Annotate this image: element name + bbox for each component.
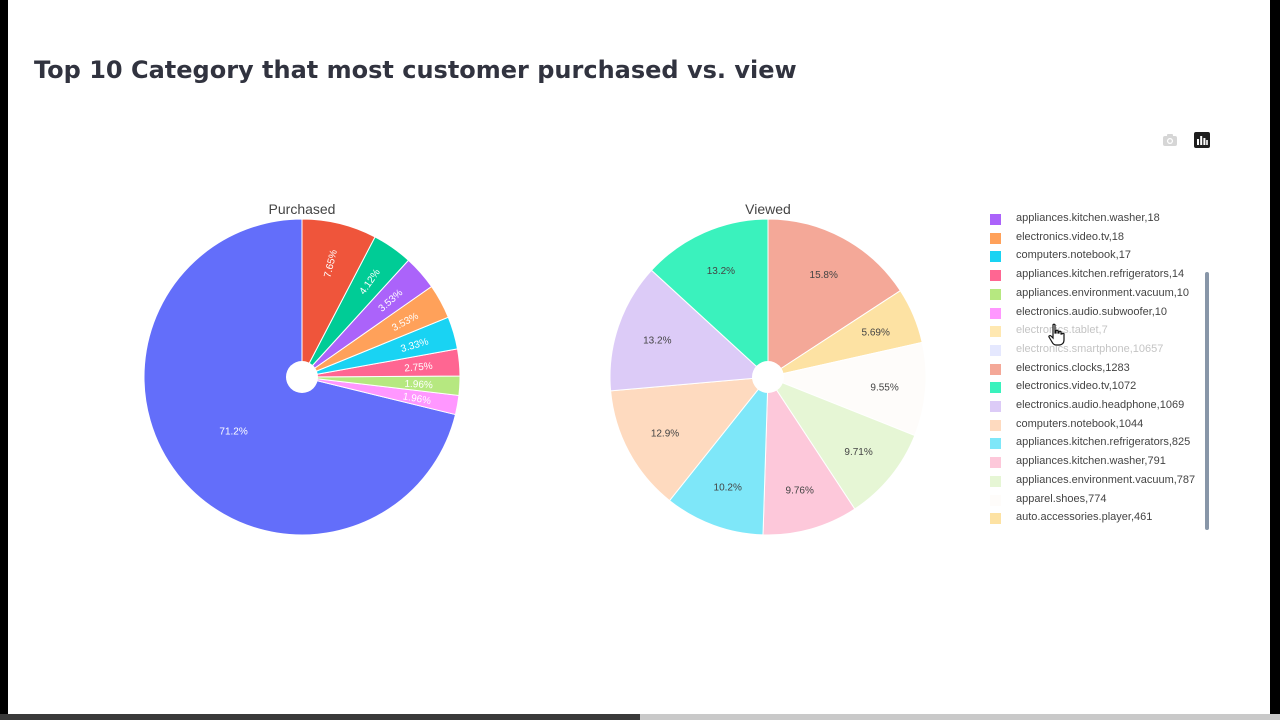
- page-title: Top 10 Category that most customer purch…: [34, 56, 797, 84]
- legend-swatch: [990, 382, 1001, 394]
- slice-label: 9.55%: [870, 382, 898, 393]
- slice-label: 10.2%: [714, 483, 742, 494]
- camera-icon[interactable]: [1160, 130, 1180, 150]
- legend-label: appliances.kitchen.washer,791: [1016, 455, 1166, 468]
- legend-swatch: [990, 270, 1001, 282]
- slice-label: 9.71%: [844, 447, 872, 458]
- slice-label: 2.75%: [404, 361, 433, 375]
- legend-item[interactable]: appliances.kitchen.refrigerators,825: [986, 434, 1196, 452]
- legend-label: electronics.audio.headphone,1069: [1016, 399, 1185, 411]
- left-edge-border: [0, 0, 8, 720]
- viewed-slice[interactable]: [766, 375, 916, 510]
- slice-label: 5.69%: [862, 328, 890, 339]
- slice-label: 12.9%: [651, 428, 679, 439]
- viewed-slice[interactable]: [762, 375, 856, 536]
- legend-swatch: [990, 494, 1001, 506]
- legend-label: computers.notebook,1044: [1016, 417, 1144, 430]
- viewed-slice[interactable]: [767, 218, 902, 378]
- legend-label: electronics.clocks,1283: [1016, 361, 1130, 374]
- slice-label: 1.96%: [402, 391, 432, 407]
- legend-label: appliances.environment.vacuum,10: [1016, 286, 1190, 299]
- legend-label: electronics.tablet,7: [1016, 324, 1108, 337]
- legend-label: electronics.video.tv,18: [1016, 230, 1125, 243]
- legend-swatch: [990, 251, 1001, 263]
- legend-item[interactable]: electronics.audio.headphone,1069: [986, 397, 1196, 415]
- legend-swatch: [990, 326, 1001, 338]
- legend-swatch: [990, 307, 1001, 319]
- legend-swatch: [990, 288, 1001, 300]
- purchased-slice[interactable]: [301, 218, 376, 378]
- slice-label: 9.76%: [786, 486, 814, 497]
- legend-swatch: [990, 457, 1001, 469]
- legend-swatch: [990, 344, 1001, 356]
- hand-cursor-icon: [1048, 323, 1065, 346]
- legend-item[interactable]: appliances.kitchen.washer,791: [986, 453, 1196, 471]
- purchased-donut-hole: [286, 361, 318, 393]
- legend-item[interactable]: electronics.smartphone,10657: [986, 341, 1196, 359]
- legend-swatch: [990, 401, 1001, 412]
- video-progress-track[interactable]: [0, 714, 1280, 720]
- legend-item[interactable]: electronics.video.tv,1072: [986, 378, 1196, 396]
- legend-label: appliances.kitchen.washer,18: [1016, 212, 1160, 224]
- viewed-slice[interactable]: [766, 341, 927, 437]
- viewed-donut-hole: [752, 361, 784, 393]
- legend-item[interactable]: appliances.environment.vacuum,10: [986, 285, 1196, 303]
- legend-swatch: [990, 513, 1001, 525]
- viewed-slice[interactable]: [609, 269, 770, 392]
- legend-item[interactable]: electronics.clocks,1283: [986, 360, 1196, 378]
- legend-label: appliances.kitchen.refrigerators,14: [1016, 268, 1185, 281]
- legend-item[interactable]: appliances.kitchen.washer,18: [986, 212, 1196, 228]
- legend-swatch: [990, 419, 1001, 431]
- legend-item[interactable]: computers.notebook,1044: [986, 416, 1196, 434]
- legend-label: appliances.environment.vacuum,787: [1016, 473, 1196, 486]
- legend-item[interactable]: appliances.environment.vacuum,787: [986, 472, 1196, 490]
- legend-scrollbar[interactable]: [1205, 272, 1209, 530]
- purchased-subtitle: Purchased: [269, 201, 336, 217]
- slice-label: 71.2%: [219, 427, 247, 438]
- legend-item[interactable]: electronics.video.tv,18: [986, 229, 1196, 247]
- legend-label: electronics.video.tv,1072: [1016, 380, 1137, 393]
- legend-label: auto.accessories.player,461: [1016, 511, 1153, 524]
- legend-swatch: [990, 475, 1001, 487]
- slice-label: 1.96%: [404, 379, 433, 392]
- slice-label: 15.8%: [810, 270, 838, 281]
- legend-label: electronics.smartphone,10657: [1016, 342, 1164, 355]
- legend-label: computers.notebook,17: [1016, 249, 1131, 262]
- legend-swatch: [990, 438, 1001, 450]
- chart-legend: appliances.kitchen.washer,18 electronics.…: [986, 212, 1214, 534]
- video-progress-fill: [0, 714, 640, 720]
- purchased-pie: Purchased71.2%1.96%1.96%2.75%3.33%3.53%3…: [143, 201, 461, 536]
- slice-label: 13.2%: [643, 336, 671, 347]
- viewed-slice[interactable]: [610, 376, 770, 502]
- legend-swatch: [990, 363, 1001, 375]
- legend-item[interactable]: computers.notebook,17: [986, 247, 1196, 265]
- legend-item[interactable]: appliances.kitchen.refrigerators,14: [986, 266, 1196, 284]
- legend-item[interactable]: apparel.shoes,774: [986, 491, 1196, 509]
- legend-swatch: [990, 214, 1001, 225]
- viewed-slice[interactable]: [650, 218, 769, 379]
- legend-label: apparel.shoes,774: [1016, 492, 1107, 505]
- viewed-slice[interactable]: [668, 375, 769, 536]
- chart-modebar: [1158, 128, 1218, 152]
- legend-item[interactable]: electronics.tablet,7: [986, 322, 1196, 340]
- slice-label: 13.2%: [707, 266, 735, 277]
- viewed-subtitle: Viewed: [745, 201, 791, 217]
- legend-swatch: [990, 232, 1001, 244]
- plotly-bar-chart-icon[interactable]: [1192, 130, 1212, 150]
- right-edge-border: [1270, 0, 1280, 720]
- viewed-pie: Viewed 15.8% 5.69% 9.55% 9.71% 9.76% 10.2% 12.9…: [609, 201, 927, 536]
- legend-label: electronics.audio.subwoofer,10: [1016, 305, 1168, 318]
- legend-label: appliances.kitchen.refrigerators,825: [1016, 436, 1191, 449]
- legend-item[interactable]: auto.accessories.player,461: [986, 509, 1196, 527]
- legend-item[interactable]: electronics.audio.subwoofer,10: [986, 304, 1196, 322]
